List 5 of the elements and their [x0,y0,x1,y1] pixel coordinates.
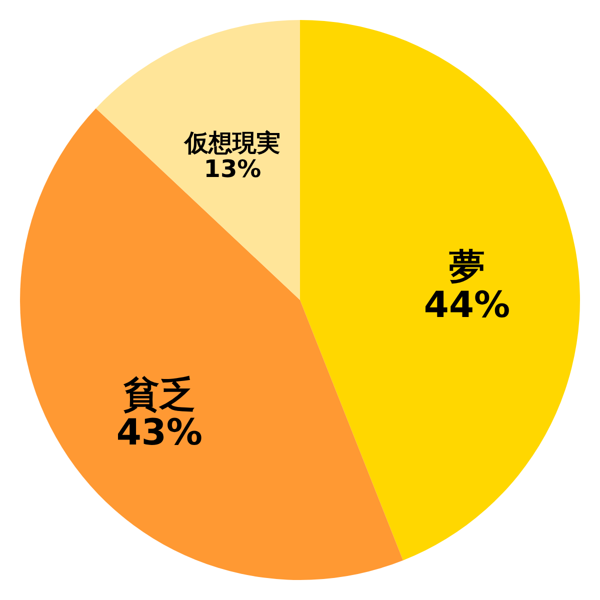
pie-slice [20,108,404,580]
pie-slice [96,20,300,300]
slice-label: 仮想現実 [183,128,280,157]
pie-slice [300,20,580,560]
data-label: 13% [204,154,262,183]
